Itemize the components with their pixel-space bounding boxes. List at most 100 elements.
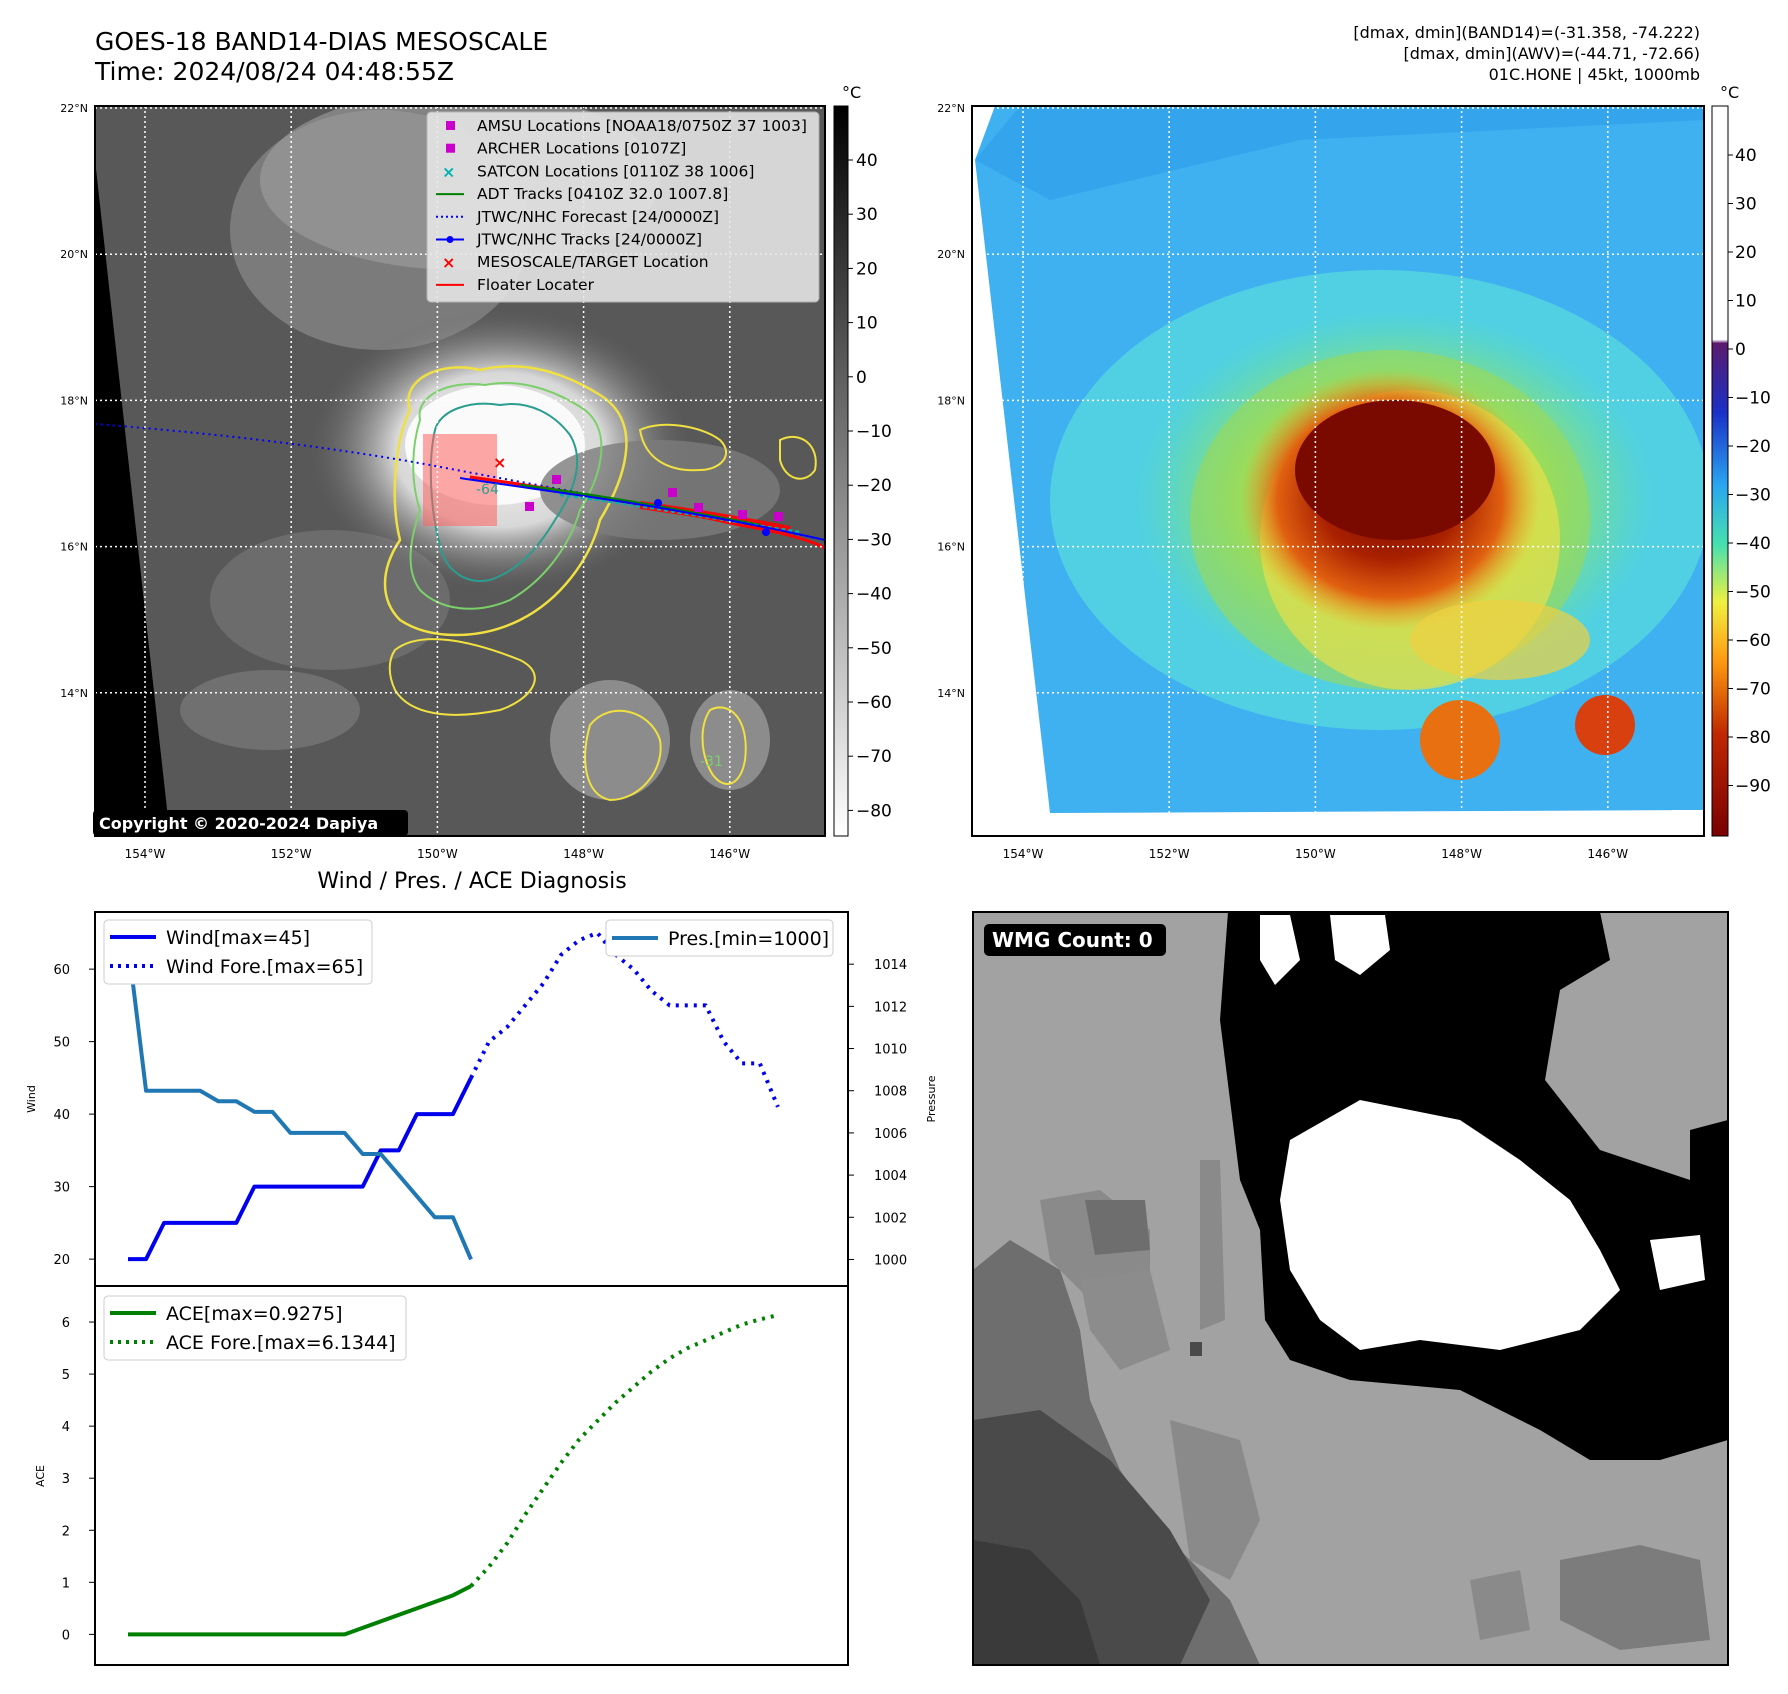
awv-colorbar-tick-label: −60 (1735, 631, 1771, 651)
ir-colorbar-tick-label: −80 (856, 801, 892, 821)
wind-pressure-chart: 20 30 40 50 60 1000 1002 1004 1006 1008 1010 1012 10… (25, 911, 938, 1287)
ir-colorbar-tick-label: −70 (856, 747, 892, 767)
ir-colorbar-tick-label: −10 (856, 422, 892, 442)
awv-colorbar-tick-label: −10 (1735, 389, 1771, 409)
ir-legend-label: AMSU Locations [NOAA18/0750Z 37 1003] (477, 117, 807, 135)
storm-info: 01C.HONE | 45kt, 1000mb (1489, 65, 1700, 84)
ir-colorbar-unit: °C (842, 83, 861, 102)
wind-y-tick-label: 20 (53, 1253, 70, 1268)
awv-lon-tick-label: 146°W (1587, 847, 1628, 861)
ir-legend-entry: JTWC/NHC Tracks [24/0000Z] (436, 231, 702, 249)
figure-title: GOES-18 BAND14-DIAS MESOSCALE (95, 27, 548, 56)
ir-lat-tick-label: 14°N (60, 687, 88, 700)
awv-colorbar-tick-label: −30 (1735, 486, 1771, 506)
awv-lat-tick-label: 16°N (937, 541, 965, 554)
ace-legend-item: ACE[max=0.9275] (166, 1303, 343, 1325)
x-marker-icon: × (442, 162, 455, 181)
wmg-panel: WMG Count: 0 (972, 911, 1729, 1666)
svg-text:×: × (493, 453, 506, 472)
ir-legend-label: MESOSCALE/TARGET Location (477, 253, 709, 271)
stats-band14: [dmax, dmin](BAND14)=(-31.358, -74.222) (1353, 23, 1700, 42)
ir-colorbar-tick-label: 0 (856, 368, 867, 388)
wind-y-tick-label: 50 (53, 1036, 70, 1051)
x-marker-icon: × (442, 253, 455, 272)
pressure-legend: Pres.[min=1000] (605, 919, 834, 957)
ir-lon-tick-label: 148°W (563, 847, 604, 861)
awv-colorbar-tick-label: 30 (1735, 195, 1757, 215)
awv-colorbar-tick-label: −90 (1735, 777, 1771, 797)
dot-icon (446, 236, 454, 243)
pressure-series-line (126, 942, 473, 1261)
awv-colorbar-tick-label: 20 (1735, 243, 1757, 263)
pressure-y-tick-label: 1002 (874, 1211, 907, 1226)
ir-lon-tick-label: 154°W (125, 847, 166, 861)
ir-legend: AMSU Locations [NOAA18/0750Z 37 1003] ARC… (426, 111, 820, 303)
awv-colorbar-tick-label: 10 (1735, 292, 1757, 312)
pressure-y-tick-label: 1008 (874, 1085, 907, 1100)
ir-colorbar-tick-label: −20 (856, 476, 892, 496)
pressure-ylabel: Pressure (925, 1075, 938, 1122)
wind-series-line (128, 1076, 473, 1262)
pressure-y-tick-label: 1012 (874, 1000, 907, 1015)
ir-legend-label: SATCON Locations [0110Z 38 1006] (477, 162, 754, 180)
ir-legend-label: JTWC/NHC Forecast [24/0000Z] (476, 208, 719, 226)
map-axis-labels: 22°N 22°N 20°N 20°N 18°N 18°N 16°N 16°N 14°N 14°N… (60, 102, 1628, 861)
awv-lat-tick-label: 22°N (937, 102, 965, 115)
awv-lon-tick-label: 150°W (1295, 847, 1336, 861)
ace-series-line (128, 1584, 472, 1637)
wmg-count-badge: WMG Count: 0 (992, 928, 1153, 952)
ir-legend-entry: AMSU Locations [NOAA18/0750Z 37 1003] (446, 117, 807, 135)
ir-colorbar-tick-label: −50 (856, 639, 892, 659)
stats-awv: [dmax, dmin](AWV)=(-44.71, -72.66) (1403, 44, 1700, 63)
ir-lat-tick-label: 16°N (60, 541, 88, 554)
awv-colorbar-tick-label: −50 (1735, 583, 1771, 603)
awv-colorbar-tick-label: −40 (1735, 534, 1771, 554)
wind-y-tick-label: 60 (53, 963, 70, 978)
awv-lat-tick-label: 18°N (937, 394, 965, 407)
contour-label-64: -64 (476, 482, 499, 498)
ir-legend-label: ARCHER Locations [0107Z] (477, 140, 686, 158)
ir-colorbar-tick-label: 10 (856, 314, 878, 334)
wind-ylabel: Wind (25, 1085, 38, 1113)
wind-forecast-series-line (469, 930, 780, 1108)
pressure-y-tick-label: 1000 (874, 1253, 907, 1268)
awv-lat-tick-label: 20°N (937, 248, 965, 261)
ir-colorbar-tick-label: −30 (856, 530, 892, 550)
ir-colorbar-tick-label: 40 (856, 151, 878, 171)
wind-y-tick-label: 30 (53, 1181, 70, 1196)
awv-lon-tick-label: 148°W (1441, 847, 1482, 861)
awv-colorbar: °C 40 30 20 10 0 −10 −20 −30 −40 −50 −60 −70 −80 −90 (1711, 83, 1771, 837)
ir-image-panel: × -64 -31 Copyright © 2020-2024 Dapiya A… (93, 105, 826, 837)
ace-forecast-legend-item: ACE Fore.[max=6.1344] (166, 1332, 396, 1354)
ir-legend-entry: × SATCON Locations [0110Z 38 1006] (442, 162, 754, 181)
ir-legend-entry: ADT Tracks [0410Z 32.0 1007.8] (436, 185, 728, 203)
awv-colorbar-tick-label: 40 (1735, 146, 1757, 166)
awv-colorbar-tick-label: −20 (1735, 437, 1771, 457)
awv-lon-tick-label: 152°W (1149, 847, 1190, 861)
ace-y-tick-label: 3 (62, 1472, 70, 1487)
ace-chart: 0 1 2 3 4 5 6 ACE ACE[max=0.9275] ACE Fore.[ma… (34, 1285, 849, 1666)
awv-colorbar-tick-label: 0 (1735, 340, 1746, 360)
awv-lat-tick-label: 14°N (937, 687, 965, 700)
ir-colorbar: °C 40 30 20 10 0 −10 −20 −30 −40 −50 −60 −70 −80 (833, 83, 892, 837)
copyright-label: Copyright © 2020-2024 Dapiya (99, 814, 378, 833)
ir-lat-tick-label: 22°N (60, 102, 88, 115)
pressure-y-tick-label: 1010 (874, 1043, 907, 1058)
diagnosis-title: Wind / Pres. / ACE Diagnosis (317, 869, 626, 894)
awv-colorbar-unit: °C (1720, 83, 1739, 102)
awv-image-panel (971, 105, 1705, 837)
ir-legend-label: Floater Locater (477, 276, 595, 294)
pressure-y-tick-label: 1006 (874, 1127, 907, 1142)
wind-y-tick-label: 40 (53, 1108, 70, 1123)
ir-colorbar-tick-label: 20 (856, 259, 878, 279)
ir-lon-tick-label: 152°W (271, 847, 312, 861)
awv-colorbar-tick-label: −70 (1735, 680, 1771, 700)
wind-legend-item: Wind[max=45] (166, 927, 310, 949)
figure-time: Time: 2024/08/24 04:48:55Z (94, 57, 454, 86)
ace-y-tick-label: 0 (62, 1628, 70, 1643)
ace-ylabel: ACE (34, 1465, 47, 1487)
ir-legend-entry: × MESOSCALE/TARGET Location (442, 253, 709, 272)
ir-colorbar-tick-label: −60 (856, 693, 892, 713)
awv-colorbar-tick-label: −80 (1735, 728, 1771, 748)
ace-y-tick-label: 5 (62, 1368, 70, 1383)
